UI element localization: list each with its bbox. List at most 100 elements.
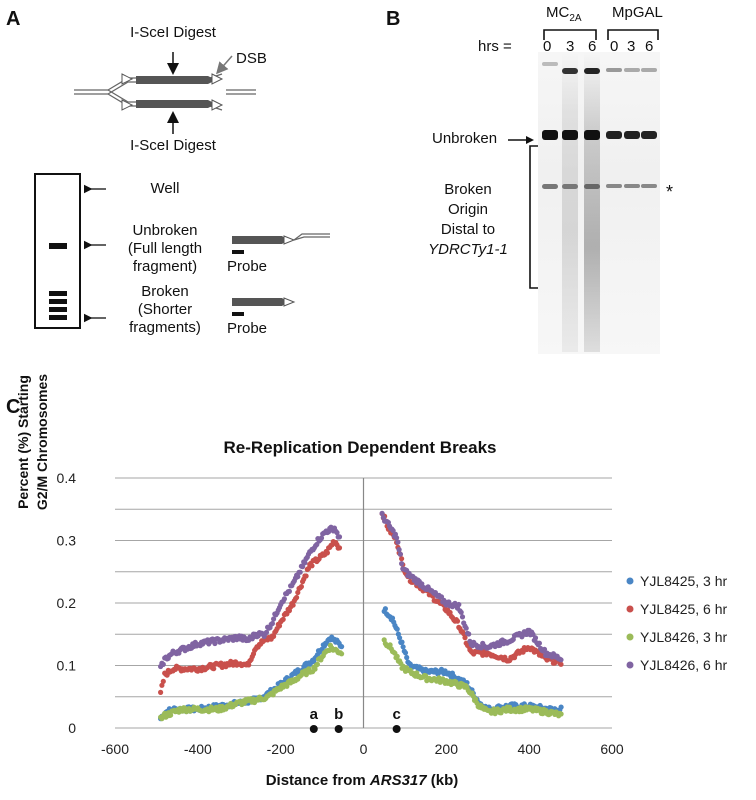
data-point xyxy=(336,534,343,540)
data-point xyxy=(297,569,303,575)
data-point xyxy=(397,635,403,641)
mpgal-time-3: 3 xyxy=(627,38,636,55)
gel-lane-5 xyxy=(624,52,640,352)
marker-dot-c xyxy=(392,725,401,733)
data-point xyxy=(159,682,165,688)
data-point xyxy=(558,704,564,710)
data-point xyxy=(302,560,308,566)
data-point xyxy=(339,644,345,650)
data-point xyxy=(399,556,405,562)
data-point xyxy=(558,661,564,667)
data-point xyxy=(394,653,400,659)
data-point xyxy=(536,640,543,646)
x-tick-label: 200 xyxy=(435,741,459,757)
probe-diagram-unbroken xyxy=(232,233,330,254)
lower-fragment xyxy=(136,100,216,108)
marker-dot-b xyxy=(334,725,343,733)
digest-label-top: I-SceI Digest xyxy=(130,24,216,41)
gel-lane-2 xyxy=(562,52,578,352)
data-point xyxy=(295,589,301,596)
probe-label-2: Probe xyxy=(227,320,268,337)
digest-label-bottom: I-SceI Digest xyxy=(130,137,216,154)
data-point xyxy=(271,616,277,622)
probe-diagram-broken xyxy=(232,297,296,316)
legend-label: YJL8426, 3 hr xyxy=(640,629,728,645)
series-2 xyxy=(158,511,564,695)
gel-broken-label: Broken Origin Distal to YDRCTy1-1 xyxy=(428,181,508,258)
data-point xyxy=(281,596,287,602)
data-point xyxy=(300,564,306,570)
unbroken-label: Unbroken (Full length fragment) xyxy=(127,222,203,275)
mpgal-label: MpGAL xyxy=(612,4,663,21)
data-point xyxy=(532,635,539,641)
legend-label: YJL8425, 6 hr xyxy=(640,601,728,617)
mpgal-time-6: 6 xyxy=(645,38,654,55)
data-point xyxy=(263,629,270,635)
data-point xyxy=(473,696,479,702)
data-point xyxy=(395,539,401,545)
y-tick-label: 0.4 xyxy=(57,470,77,486)
data-point xyxy=(459,614,466,620)
data-point xyxy=(309,563,315,569)
broken-band-3 xyxy=(49,307,67,312)
data-point xyxy=(402,650,409,656)
data-point xyxy=(541,646,548,652)
data-point xyxy=(212,640,218,647)
data-point xyxy=(404,654,410,661)
data-point xyxy=(396,547,402,553)
data-point xyxy=(394,535,400,541)
data-point xyxy=(458,609,464,615)
data-point xyxy=(462,635,468,641)
data-point xyxy=(294,594,300,601)
dsb-label: DSB xyxy=(236,50,267,67)
data-point xyxy=(305,565,312,572)
y-tick-label: 0 xyxy=(68,720,76,736)
gel-lane-6 xyxy=(641,52,657,352)
gel-arrows xyxy=(84,183,106,324)
broken-label: Broken (Shorter fragments) xyxy=(129,283,201,336)
data-point xyxy=(168,712,174,718)
marker-label-b: b xyxy=(334,706,343,723)
chart-title: Re-Replication Dependent Breaks xyxy=(223,438,497,457)
data-point xyxy=(270,692,276,698)
gel-unbroken-arrow xyxy=(508,136,534,144)
unbroken-band xyxy=(49,243,67,249)
data-point xyxy=(290,602,296,608)
data-point xyxy=(246,662,252,668)
gel-unbroken-label: Unbroken xyxy=(432,130,498,147)
data-point xyxy=(558,657,564,663)
mpgal-time-0: 0 xyxy=(610,38,619,55)
data-point xyxy=(400,644,406,650)
broken-band-4 xyxy=(49,315,67,320)
data-point xyxy=(324,550,330,556)
x-tick-label: -600 xyxy=(101,741,129,757)
legend-label: YJL8426, 6 hr xyxy=(640,657,728,673)
legend-swatch xyxy=(626,577,634,585)
y-tick-label: 0.2 xyxy=(57,595,77,611)
data-point xyxy=(387,642,393,648)
mc-label: MC2A xyxy=(546,4,582,24)
data-point xyxy=(397,551,403,557)
gel-schematic xyxy=(34,173,81,329)
series-4 xyxy=(158,510,564,670)
data-point xyxy=(318,535,325,541)
data-point xyxy=(158,689,164,695)
broken-bracket xyxy=(529,145,538,289)
dsb-arrow xyxy=(216,55,233,75)
mc-time-0: 0 xyxy=(543,38,552,55)
data-point xyxy=(537,706,543,712)
asterisk: * xyxy=(666,182,674,202)
data-point xyxy=(276,623,283,629)
data-point xyxy=(466,631,472,637)
series-3 xyxy=(158,637,564,722)
legend-swatch xyxy=(626,605,634,613)
data-point xyxy=(334,530,340,536)
mc-time-6: 6 xyxy=(588,38,597,55)
replication-bubble-diagram xyxy=(74,52,256,134)
lane-brackets xyxy=(543,29,659,40)
data-point xyxy=(312,666,318,672)
data-point xyxy=(399,561,405,567)
data-point xyxy=(160,678,166,684)
